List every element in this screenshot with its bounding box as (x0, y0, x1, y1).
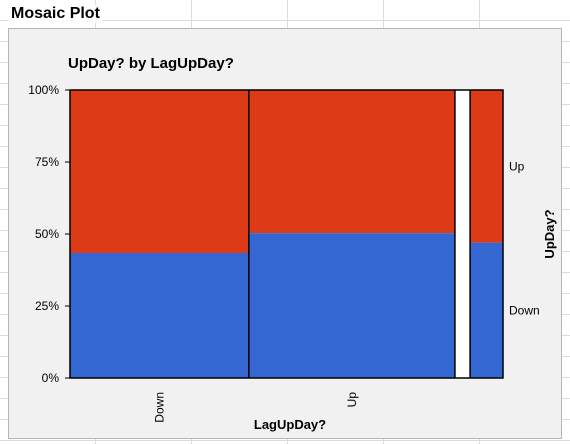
chart-title: UpDay? by LagUpDay? (68, 55, 234, 72)
x-axis-title: LagUpDay? (254, 417, 326, 432)
y-axis-title: UpDay? (542, 209, 557, 258)
y-tick-label-3: 75% (35, 155, 59, 169)
mosaic-cell-down-0 (70, 253, 249, 378)
chart-frame: UpDay? by LagUpDay? 0% 25% 50% 75% 100% Down… (8, 28, 562, 439)
y-axis-ticks: 0% 25% 50% 75% 100% (28, 83, 70, 385)
legend: Up Down (509, 159, 540, 317)
x-tick-label-1: Up (345, 392, 359, 408)
mosaic-cell-empty-2 (454, 90, 471, 378)
plot-border (69, 89, 504, 379)
x-axis-ticks: Down Up (152, 392, 358, 423)
legend-label-down: Down (509, 303, 540, 317)
mosaic-cell-down-1 (248, 233, 455, 378)
x-tick-label-0: Down (152, 392, 166, 423)
y-tick-label-0: 0% (42, 371, 60, 385)
mosaic-cells (69, 89, 504, 379)
mosaic-cell-up-3 (470, 90, 503, 243)
y-tick-label-4: 100% (28, 83, 59, 97)
mosaic-cell-down-3 (470, 242, 503, 378)
mosaic-plot-header: Mosaic Plot (9, 5, 102, 23)
legend-label-up: Up (509, 159, 525, 173)
mosaic-chart: UpDay? by LagUpDay? 0% 25% 50% 75% 100% Down… (28, 55, 557, 432)
mosaic-cell-up-1 (248, 90, 455, 234)
y-tick-label-2: 50% (35, 227, 59, 241)
mosaic-cell-up-0 (70, 90, 249, 254)
y-tick-label-1: 25% (35, 299, 59, 313)
